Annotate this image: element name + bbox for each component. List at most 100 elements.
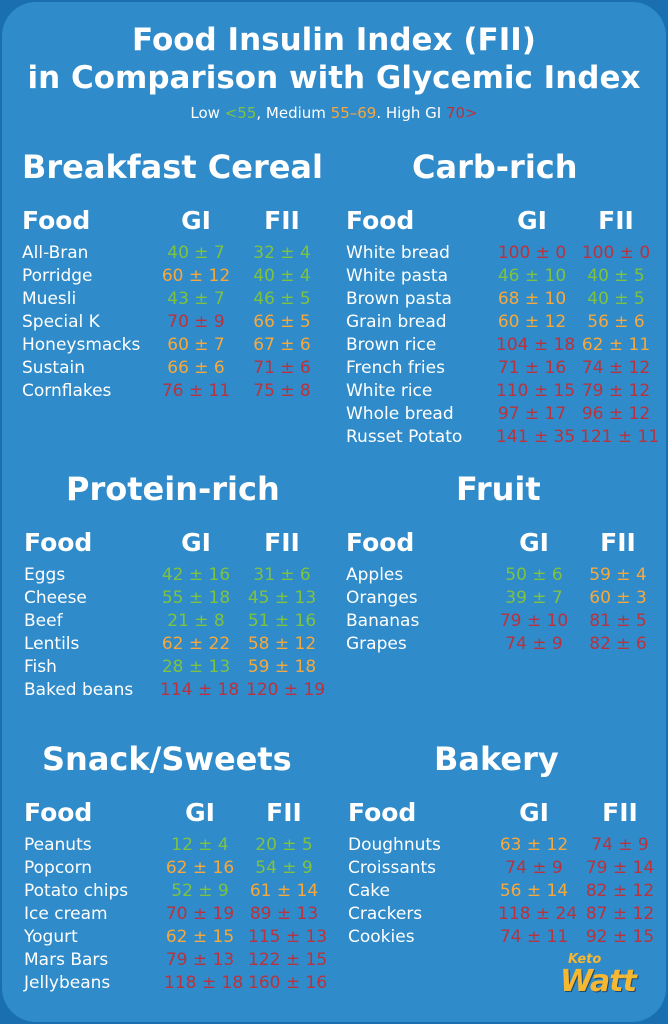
legend-medium-label: , Medium <box>256 104 331 122</box>
fii-value: 59 ± 4 <box>589 565 647 585</box>
fii-value: 81 ± 5 <box>589 611 647 631</box>
column-header-row: Food GI FII <box>24 528 334 560</box>
food-rows: Doughnuts 63 ± 12 74 ± 9 Croissants 74 ± 9 79… <box>348 834 658 949</box>
column-header-fii: FII <box>264 206 300 235</box>
gi-value: 60 ± 7 <box>167 335 225 355</box>
fii-value: 92 ± 15 <box>585 927 655 947</box>
food-row: Honeysmacks 60 ± 7 67 ± 6 <box>22 334 332 357</box>
food-row: Cheese 55 ± 18 45 ± 13 <box>24 587 334 610</box>
column-header-fii: FII <box>600 528 636 557</box>
food-name: Brown rice <box>346 335 437 355</box>
food-row: Cookies 74 ± 11 92 ± 15 <box>348 926 658 949</box>
food-name: White bread <box>346 243 450 263</box>
food-row: Lentils 62 ± 22 58 ± 12 <box>24 633 334 656</box>
fii-value: 40 ± 5 <box>587 289 645 309</box>
food-row: Ice cream 70 ± 19 89 ± 13 <box>24 903 334 926</box>
gi-value: 97 ± 17 <box>497 404 567 424</box>
fii-value: 54 ± 9 <box>255 858 313 878</box>
legend-low-label: Low <box>190 104 225 122</box>
food-name: Porridge <box>22 266 93 286</box>
gi-value: 104 ± 18 <box>496 335 576 355</box>
section-2: Protein-rich Food GI FII Eggs 42 ± 16 31 ± 6 Ch… <box>24 470 334 760</box>
food-name: Potato chips <box>24 881 129 901</box>
fii-value: 40 ± 4 <box>253 266 311 286</box>
column-header-food: Food <box>22 206 91 235</box>
gi-value: 118 ± 18 <box>164 973 244 993</box>
gi-value: 62 ± 22 <box>161 634 231 654</box>
fii-value: 121 ± 11 <box>580 427 660 447</box>
gi-value: 71 ± 16 <box>497 358 567 378</box>
gi-value: 66 ± 6 <box>167 358 225 378</box>
column-header-row: Food GI FII <box>346 528 656 560</box>
legend-high-label: . High GI <box>376 104 446 122</box>
column-header-row: Food GI FII <box>346 206 656 238</box>
food-name: Oranges <box>346 588 418 608</box>
food-row: Cornflakes 76 ± 11 75 ± 8 <box>22 380 332 403</box>
food-name: Brown pasta <box>346 289 452 309</box>
fii-value: 115 ± 13 <box>248 927 328 947</box>
food-row: Croissants 74 ± 9 79 ± 14 <box>348 857 658 880</box>
gi-value: 118 ± 24 <box>498 904 578 924</box>
column-header-row: Food GI FII <box>24 798 334 830</box>
food-name: Cornflakes <box>22 381 112 401</box>
food-name: Ice cream <box>24 904 108 924</box>
fii-value: 122 ± 15 <box>248 950 328 970</box>
gi-value: 63 ± 12 <box>499 835 569 855</box>
food-name: Lentils <box>24 634 80 654</box>
food-row: French fries 71 ± 16 74 ± 12 <box>346 357 656 380</box>
food-name: Eggs <box>24 565 66 585</box>
fii-value: 71 ± 6 <box>253 358 311 378</box>
column-header-food: Food <box>346 528 415 557</box>
column-header-fii: FII <box>266 798 302 827</box>
column-header-food: Food <box>24 798 93 827</box>
fii-value: 46 ± 5 <box>253 289 311 309</box>
column-header-food: Food <box>348 798 417 827</box>
column-header-fii: FII <box>602 798 638 827</box>
gi-value: 74 ± 9 <box>505 634 563 654</box>
food-name: White pasta <box>346 266 448 286</box>
food-row: Crackers 118 ± 24 87 ± 12 <box>348 903 658 926</box>
fii-value: 79 ± 14 <box>585 858 655 878</box>
fii-value: 74 ± 12 <box>581 358 651 378</box>
gi-value: 56 ± 14 <box>499 881 569 901</box>
gi-value: 60 ± 12 <box>161 266 231 286</box>
food-row: Brown rice 104 ± 18 62 ± 11 <box>346 334 656 357</box>
section-title: Bakery <box>434 740 559 778</box>
fii-value: 40 ± 5 <box>587 266 645 286</box>
fii-value: 60 ± 3 <box>589 588 647 608</box>
food-name: Yogurt <box>24 927 78 947</box>
food-name: Cheese <box>24 588 87 608</box>
section-title: Breakfast Cereal <box>22 148 323 186</box>
food-name: Cookies <box>348 927 415 947</box>
food-name: Bananas <box>346 611 420 631</box>
legend-medium-value: 55–69 <box>330 104 377 122</box>
food-row: Cake 56 ± 14 82 ± 12 <box>348 880 658 903</box>
gi-value: 114 ± 18 <box>160 680 240 700</box>
fii-value: 87 ± 12 <box>585 904 655 924</box>
food-row: Jellybeans 118 ± 18 160 ± 16 <box>24 972 334 995</box>
fii-value: 82 ± 12 <box>585 881 655 901</box>
food-row: Whole bread 97 ± 17 96 ± 12 <box>346 403 656 426</box>
food-name: Croissants <box>348 858 437 878</box>
gi-value: 62 ± 15 <box>165 927 235 947</box>
column-header-gi: GI <box>181 528 211 557</box>
fii-value: 66 ± 5 <box>253 312 311 332</box>
gi-value: 68 ± 10 <box>497 289 567 309</box>
legend-high-value: 70> <box>445 104 478 122</box>
gi-value: 28 ± 13 <box>161 657 231 677</box>
column-header-fii: FII <box>598 206 634 235</box>
section-1: Carb-rich Food GI FII White bread 100 ± 0 100 … <box>346 148 659 447</box>
food-row: Bananas 79 ± 10 81 ± 5 <box>346 610 656 633</box>
gi-legend: Low <55, Medium 55–69. High GI 70> <box>2 104 666 122</box>
food-name: White rice <box>346 381 433 401</box>
food-row: Muesli 43 ± 7 46 ± 5 <box>22 288 332 311</box>
gi-value: 43 ± 7 <box>167 289 225 309</box>
column-header-food: Food <box>24 528 93 557</box>
fii-value: 61 ± 14 <box>249 881 319 901</box>
food-name: Fish <box>24 657 57 677</box>
logo-keto-text: Keto <box>568 952 602 967</box>
food-name: Russet Potato <box>346 427 463 447</box>
gi-value: 70 ± 9 <box>167 312 225 332</box>
